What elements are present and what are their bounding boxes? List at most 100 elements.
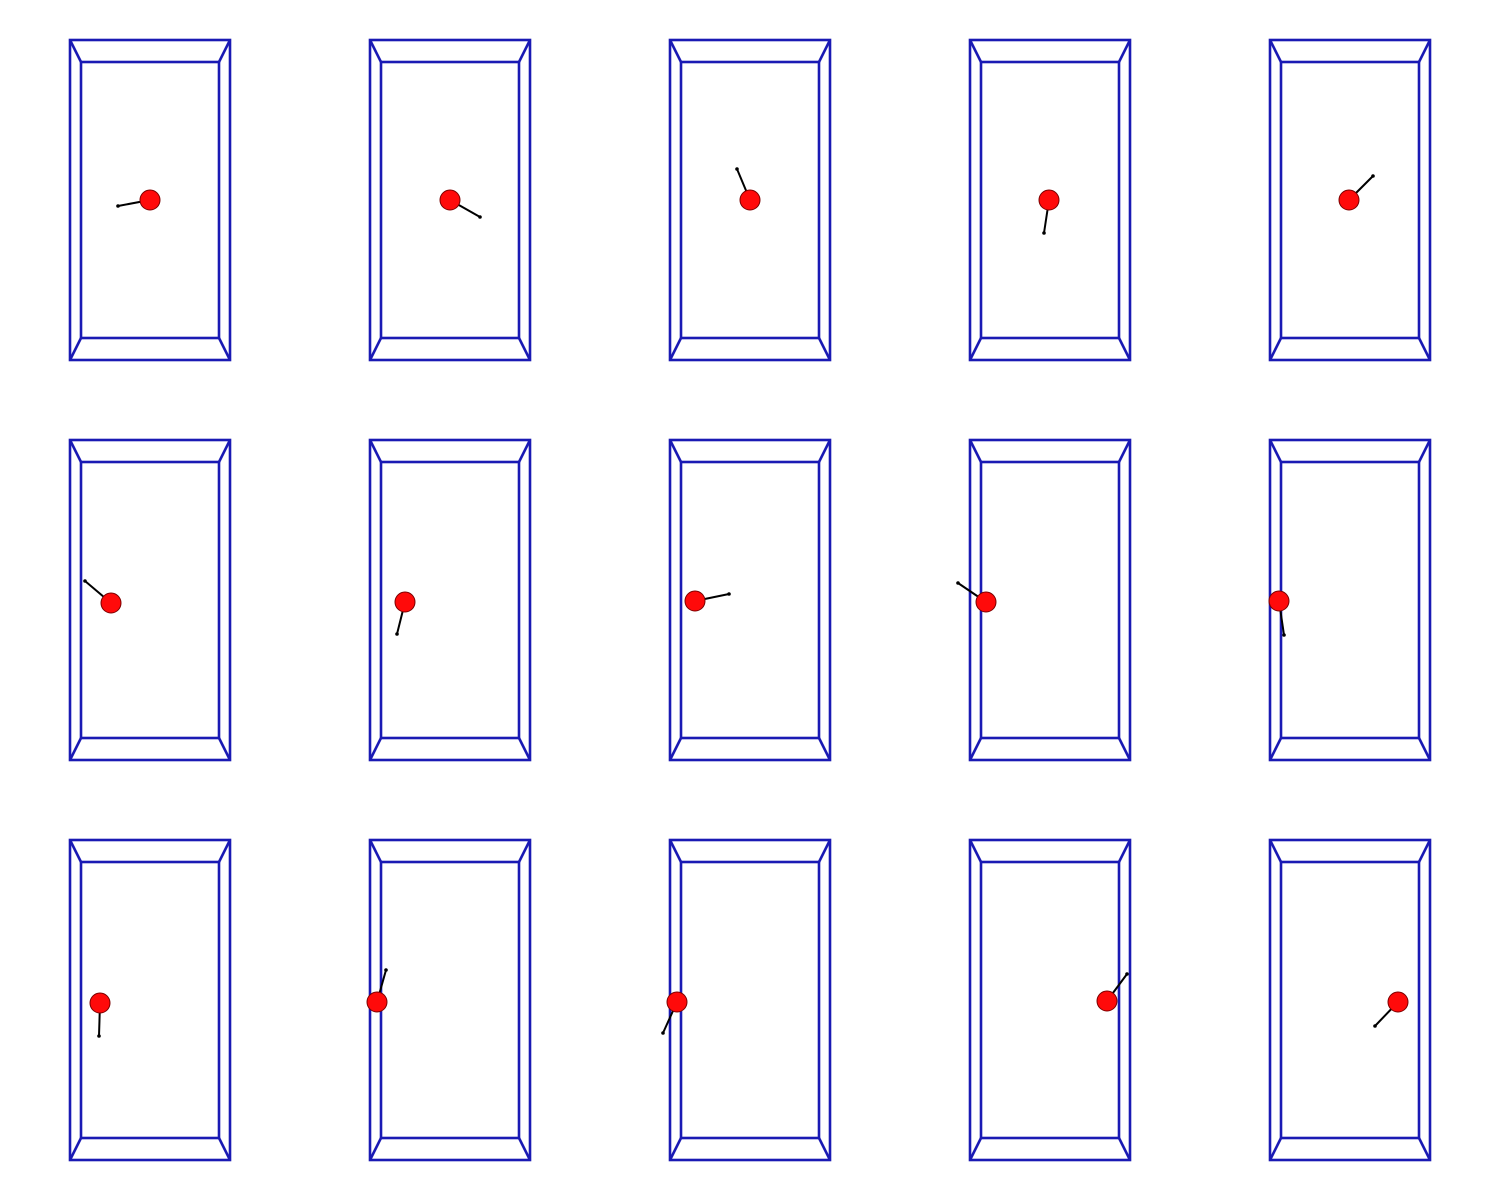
box-panel-8 [668, 438, 832, 762]
velocity-tail-tip [727, 592, 731, 596]
box-corner-edge [1417, 39, 1432, 63]
ball [139, 189, 161, 211]
box-corner-edge [1268, 1137, 1283, 1161]
box-inner-frame [1279, 860, 1421, 1140]
box-corner-edge [817, 1137, 832, 1161]
box-outer-frame [1268, 38, 1432, 362]
box-corner-edge [68, 1137, 83, 1161]
box-corner-edge [68, 39, 83, 63]
velocity-tail-tip [1371, 174, 1375, 178]
box-corner-edge [68, 439, 83, 463]
box-corner-edge [368, 839, 383, 863]
box-corner-edge [1117, 439, 1132, 463]
box-outer-frame [68, 38, 232, 362]
box-panel-9 [956, 438, 1132, 762]
box-corner-edge [1417, 337, 1432, 361]
box-corner-edge [368, 1137, 383, 1161]
box-outer-frame [368, 38, 532, 362]
velocity-tail-tip [97, 1034, 101, 1038]
box-corner-edge [1417, 737, 1432, 761]
ball [666, 991, 688, 1013]
box-outer-frame [368, 838, 532, 1162]
box-outer-frame [968, 838, 1132, 1162]
box-corner-edge [1117, 39, 1132, 63]
ball [739, 189, 761, 211]
box-corner-edge [1417, 839, 1432, 863]
ball [89, 992, 111, 1014]
box-inner-frame [379, 860, 521, 1140]
box-corner-edge [217, 39, 232, 63]
box-corner-edge [1417, 1137, 1432, 1161]
box-panel-11 [68, 838, 232, 1162]
velocity-tail-tip [1125, 972, 1129, 976]
ball [1268, 590, 1290, 612]
velocity-tail-tip [735, 167, 739, 171]
box-corner-edge [668, 737, 683, 761]
velocity-tail-tip [1373, 1024, 1377, 1028]
box-inner-frame [1279, 460, 1421, 740]
ball [1338, 189, 1360, 211]
box-corner-edge [968, 1137, 983, 1161]
box-outer-frame [1268, 838, 1432, 1162]
box-outer-frame [68, 838, 232, 1162]
velocity-tail-tip [1282, 633, 1286, 637]
box-outer-frame [368, 438, 532, 762]
box-corner-edge [68, 737, 83, 761]
box-panel-14 [968, 838, 1132, 1162]
box-corner-edge [517, 439, 532, 463]
box-corner-edge [517, 39, 532, 63]
ball [1096, 990, 1118, 1012]
box-corner-edge [668, 839, 683, 863]
box-corner-edge [1417, 439, 1432, 463]
box-panel-1 [68, 38, 232, 362]
box-panel-2 [368, 38, 532, 362]
box-outer-frame [1268, 438, 1432, 762]
box-corner-edge [968, 839, 983, 863]
box-corner-edge [1268, 337, 1283, 361]
box-corner-edge [968, 337, 983, 361]
box-panel-7 [368, 438, 532, 762]
ball [684, 590, 706, 612]
velocity-tail-tip [1042, 231, 1046, 235]
velocity-tail-tip [395, 632, 399, 636]
box-corner-edge [968, 39, 983, 63]
velocity-tail-tip [83, 579, 87, 583]
box-corner-edge [1268, 439, 1283, 463]
box-corner-edge [817, 39, 832, 63]
box-inner-frame [79, 860, 221, 1140]
box-inner-frame [979, 860, 1121, 1140]
box-corner-edge [1117, 737, 1132, 761]
box-corner-edge [517, 1137, 532, 1161]
box-corner-edge [817, 337, 832, 361]
box-inner-frame [379, 460, 521, 740]
box-inner-frame [379, 60, 521, 340]
box-outer-frame [968, 438, 1132, 762]
box-corner-edge [668, 39, 683, 63]
box-corner-edge [1117, 1137, 1132, 1161]
box-outer-frame [668, 38, 832, 362]
ball [1038, 189, 1060, 211]
box-corner-edge [217, 439, 232, 463]
velocity-tail-tip [956, 581, 960, 585]
velocity-tail-tip [116, 204, 120, 208]
box-corner-edge [517, 839, 532, 863]
box-outer-frame [68, 438, 232, 762]
ball [975, 591, 997, 613]
box-panel-4 [968, 38, 1132, 362]
box-corner-edge [217, 1137, 232, 1161]
box-corner-edge [968, 737, 983, 761]
box-outer-frame [668, 838, 832, 1162]
box-corner-edge [217, 839, 232, 863]
box-panel-12 [366, 838, 532, 1162]
box-panel-3 [668, 38, 832, 362]
box-inner-frame [679, 460, 821, 740]
box-corner-edge [517, 337, 532, 361]
box-corner-edge [1268, 39, 1283, 63]
box-inner-frame [679, 860, 821, 1140]
ball [1387, 991, 1409, 1013]
box-corner-edge [817, 737, 832, 761]
box-corner-edge [217, 737, 232, 761]
ball [100, 592, 122, 614]
ball [439, 189, 461, 211]
